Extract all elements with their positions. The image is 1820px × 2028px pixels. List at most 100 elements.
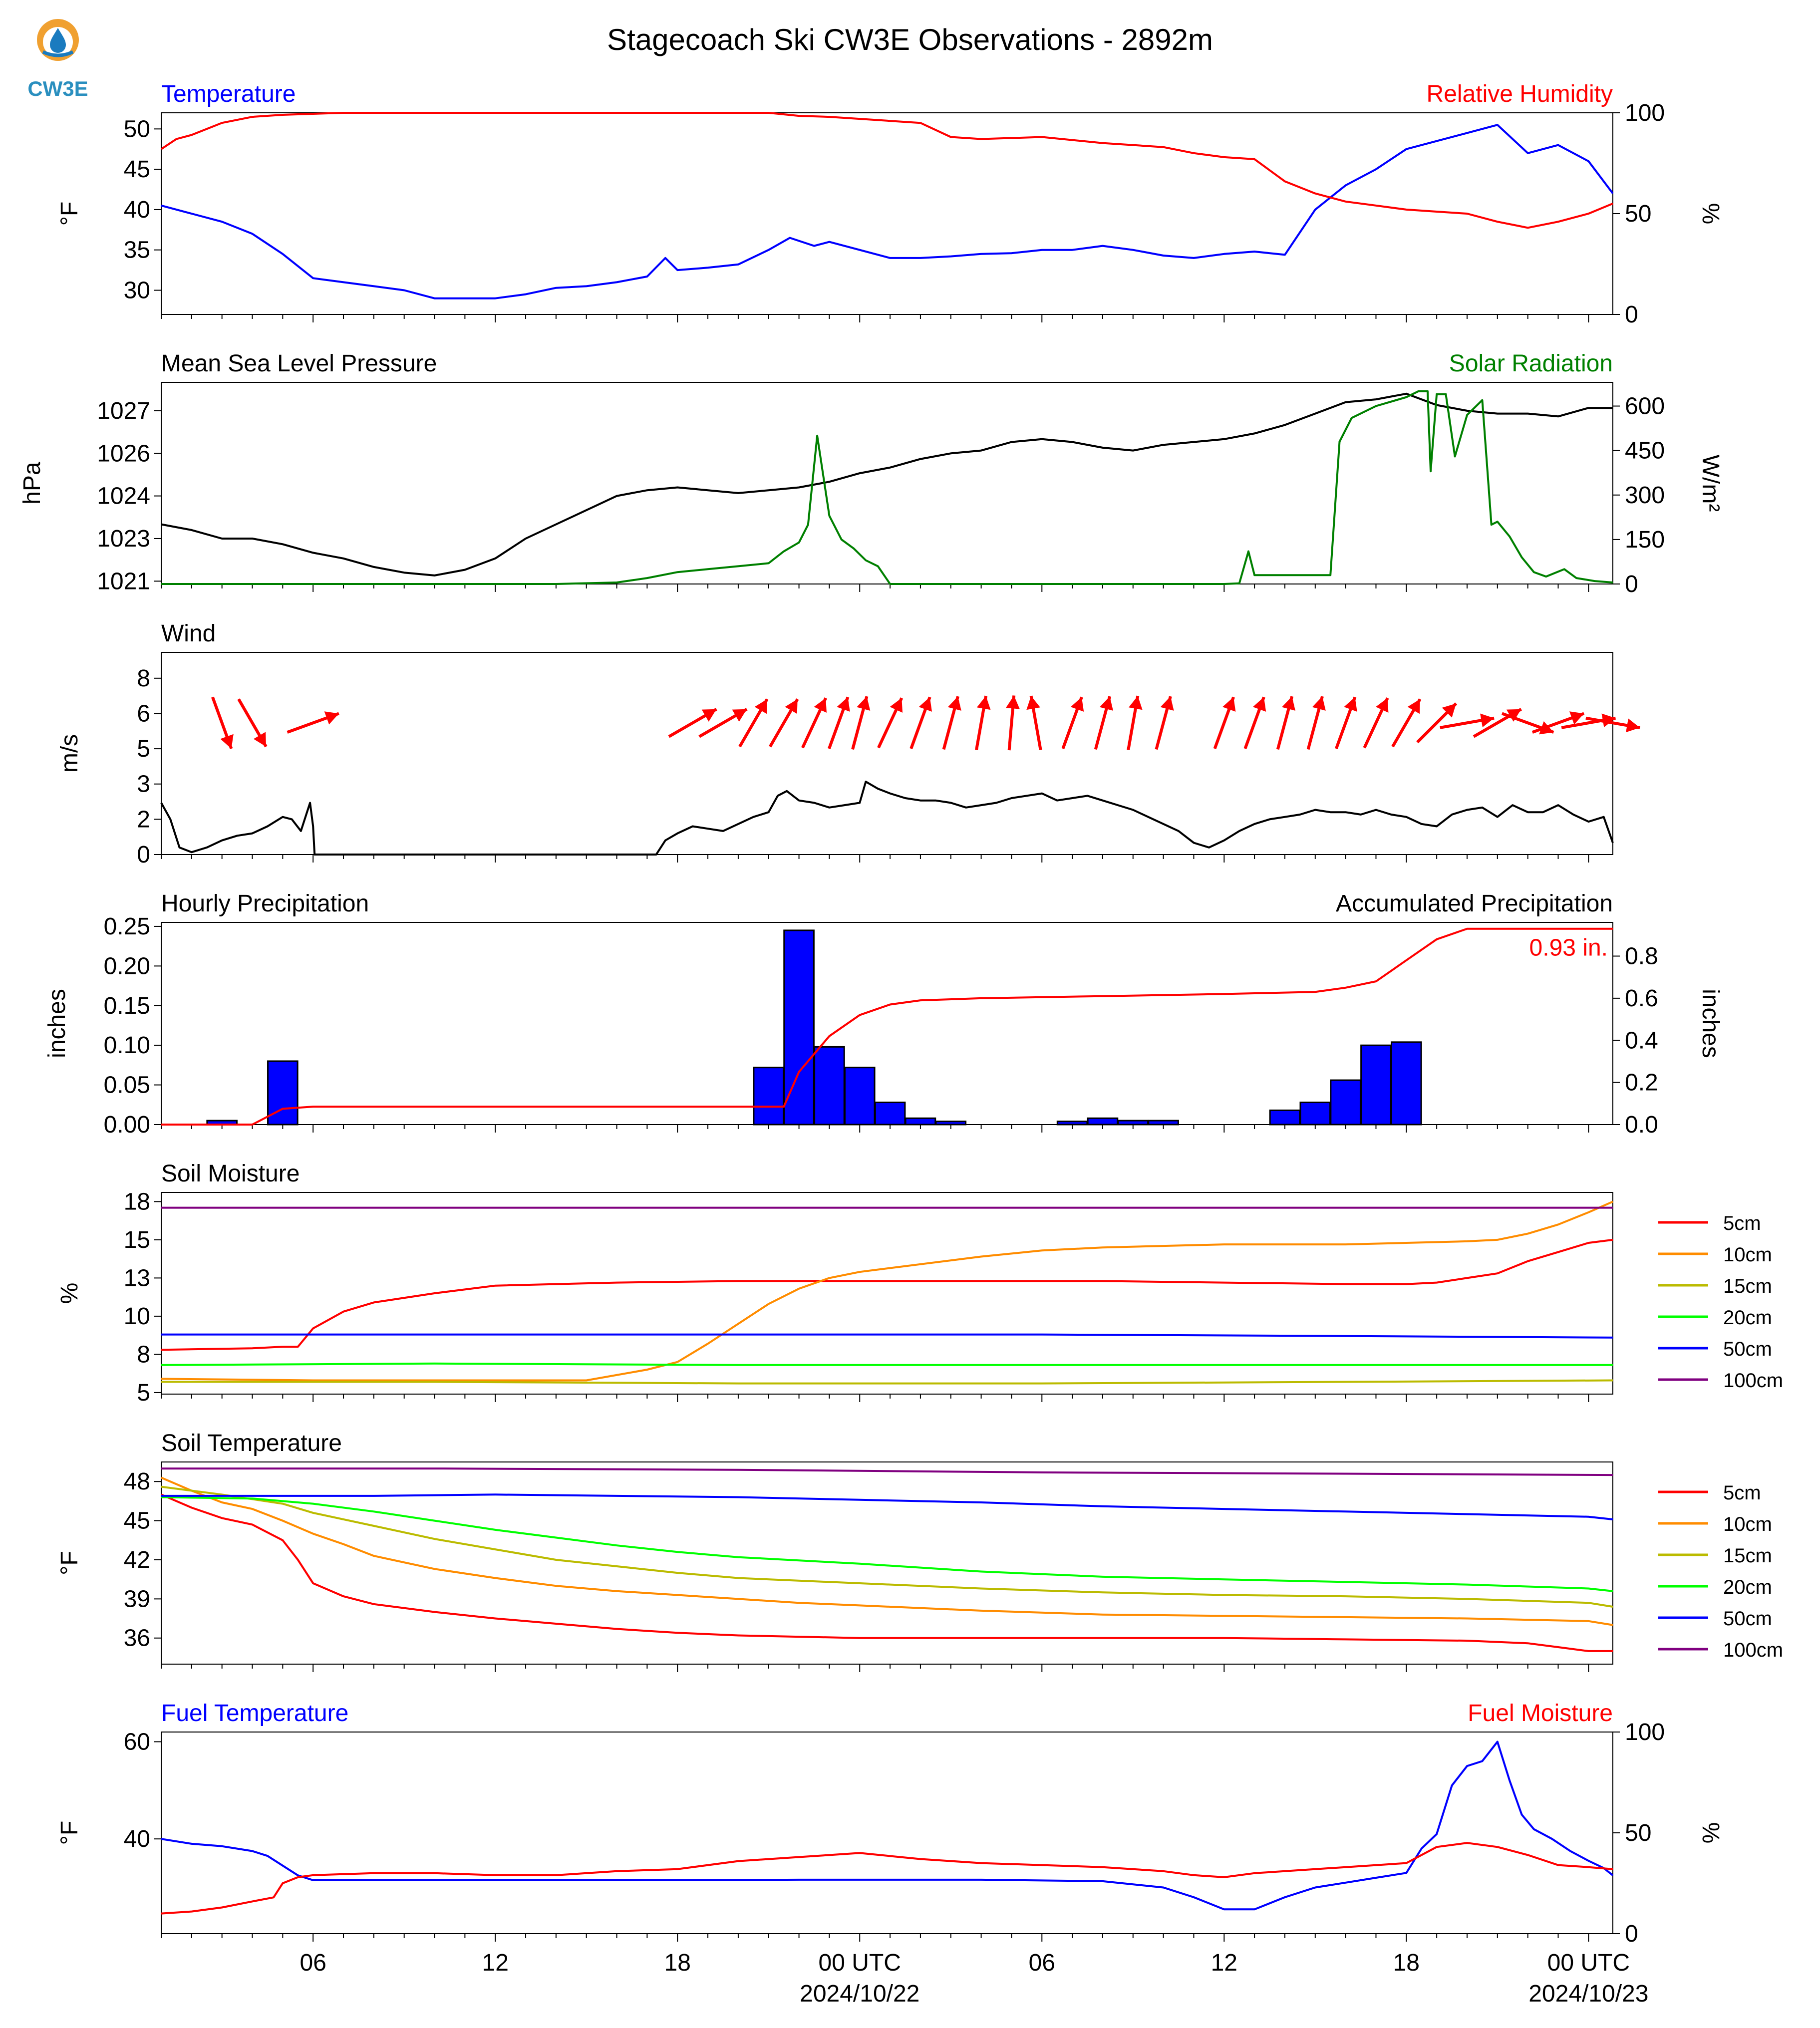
y-right-tick-label: 50 — [1625, 1820, 1651, 1846]
wind-vector — [1585, 716, 1640, 733]
legend-label: 10cm — [1723, 1244, 1772, 1266]
wind-vector — [698, 708, 748, 738]
y-right-tick-label: 0.2 — [1625, 1070, 1658, 1096]
y-tick-label: 0.10 — [104, 1032, 150, 1059]
y-right-tick-label: 50 — [1625, 201, 1651, 227]
y-tick-label: 3 — [137, 771, 150, 798]
x-tick-label: 12 — [482, 1950, 509, 1976]
y-tick-label: 0.15 — [104, 993, 150, 1019]
panel-title-right: Accumulated Precipitation — [1336, 890, 1613, 917]
panel-soil-moisture: Soil Moisture5810131518%5cm10cm15cm20cm5… — [56, 1160, 1783, 1406]
logo-text: CW3E — [27, 77, 88, 100]
legend-label: 5cm — [1723, 1482, 1761, 1504]
wind-vector — [851, 696, 871, 750]
precip-bar — [1148, 1120, 1179, 1126]
wind-vector-head — [1312, 696, 1326, 711]
y-tick-label: 1021 — [97, 568, 150, 594]
series-line-fuel-temperature — [161, 1740, 1614, 1911]
panel-title-left: Hourly Precipitation — [161, 890, 369, 917]
y-right-axis-label: % — [1697, 203, 1724, 225]
plot-frame — [161, 652, 1613, 855]
precip-bar — [1269, 1109, 1301, 1126]
figure-title: Stagecoach Ski CW3E Observations - 2892m — [607, 23, 1213, 56]
x-tick-label: 00 UTC — [1547, 1950, 1630, 1976]
y-tick-label: 36 — [124, 1625, 150, 1652]
panel-title-right: Relative Humidity — [1427, 81, 1613, 107]
x-tick-sublabel: 2024/10/22 — [800, 1981, 919, 2007]
y-right-axis-label: inches — [1697, 989, 1724, 1058]
wind-vector — [877, 697, 904, 749]
wind-vector — [975, 695, 991, 750]
wind-vector — [1127, 695, 1143, 750]
y-right-axis-label: % — [1697, 1822, 1724, 1844]
y-right-tick-label: 600 — [1625, 393, 1665, 420]
wind-vector — [1155, 696, 1174, 750]
precip-bar — [935, 1121, 967, 1126]
wind-vector — [942, 696, 961, 750]
plot-frame — [161, 112, 1613, 315]
y-tick-label: 15 — [124, 1227, 150, 1253]
y-tick-label: 0.05 — [104, 1072, 150, 1099]
plot-frame — [161, 1461, 1613, 1665]
cw3e-logo: CW3E — [27, 19, 88, 100]
y-axis-label: °F — [56, 1821, 83, 1845]
wind-vector — [801, 697, 827, 749]
y-axis-label: °F — [56, 202, 83, 226]
y-tick-label: 60 — [124, 1729, 150, 1755]
wind-vector-head — [1442, 703, 1457, 718]
wind-vector — [1306, 696, 1326, 750]
y-tick-label: 1024 — [97, 483, 150, 510]
wind-vector — [668, 708, 717, 738]
precip-bar — [844, 1067, 876, 1126]
wind-vector-head — [976, 696, 991, 710]
y-tick-label: 18 — [124, 1188, 150, 1215]
wind-vector-head — [785, 699, 798, 714]
y-tick-label: 48 — [124, 1468, 150, 1495]
legend-label: 100cm — [1723, 1370, 1783, 1392]
y-tick-label: 40 — [124, 1826, 150, 1852]
y-tick-label: 42 — [124, 1547, 150, 1573]
series-line-5cm — [161, 1493, 1613, 1652]
y-right-tick-label: 100 — [1625, 100, 1665, 126]
wind-vector-head — [1252, 697, 1266, 712]
series-line-100cm — [161, 1467, 1613, 1476]
wind-vector-head — [220, 734, 234, 749]
y-tick-label: 6 — [137, 700, 150, 727]
y-tick-label: 8 — [137, 665, 150, 692]
y-tick-label: 35 — [124, 237, 150, 264]
legend: 5cm 10cm 15cm 20cm 50cm 100cm — [1658, 1482, 1783, 1661]
wind-vector-head — [918, 697, 932, 712]
legend-label: 15cm — [1723, 1545, 1772, 1567]
wind-vector — [287, 711, 339, 734]
wind-vector — [1531, 711, 1585, 734]
wind-vector-head — [253, 732, 267, 747]
y-tick-label: 39 — [124, 1586, 150, 1612]
panel-title-left: Fuel Temperature — [161, 1700, 348, 1727]
x-tick-label: 06 — [1029, 1950, 1055, 1976]
wind-vector — [1335, 696, 1357, 749]
y-tick-label: 1026 — [97, 440, 150, 467]
y-tick-label: 45 — [124, 156, 150, 183]
plot-frame — [161, 1192, 1613, 1395]
series-line-relative-humidity — [160, 112, 1613, 229]
wind-vector — [738, 698, 769, 748]
series-line-50cm — [161, 1333, 1613, 1339]
series-line-wind — [160, 781, 1614, 856]
y-tick-label: 1023 — [97, 526, 150, 552]
y-tick-label: 30 — [124, 278, 150, 304]
wind-vector-head — [1070, 697, 1084, 712]
y-right-tick-label: 0.4 — [1625, 1027, 1658, 1054]
wind-vector-head — [324, 711, 339, 725]
wind-vector — [1026, 695, 1042, 750]
panel-hourly-precipitation: Hourly Precipitation Accumulated Precipit… — [44, 890, 1724, 1138]
legend-label: 10cm — [1723, 1513, 1772, 1535]
wind-vector-head — [1407, 699, 1420, 714]
series-line-fuel-moisture — [161, 1842, 1613, 1915]
panel-title-right: Fuel Moisture — [1468, 1700, 1613, 1727]
precip-bar — [1117, 1120, 1149, 1126]
y-tick-label: 2 — [137, 806, 150, 833]
wind-vector-head — [837, 697, 850, 712]
y-tick-label: 0.20 — [104, 953, 150, 979]
wind-vector-head — [1506, 709, 1521, 722]
